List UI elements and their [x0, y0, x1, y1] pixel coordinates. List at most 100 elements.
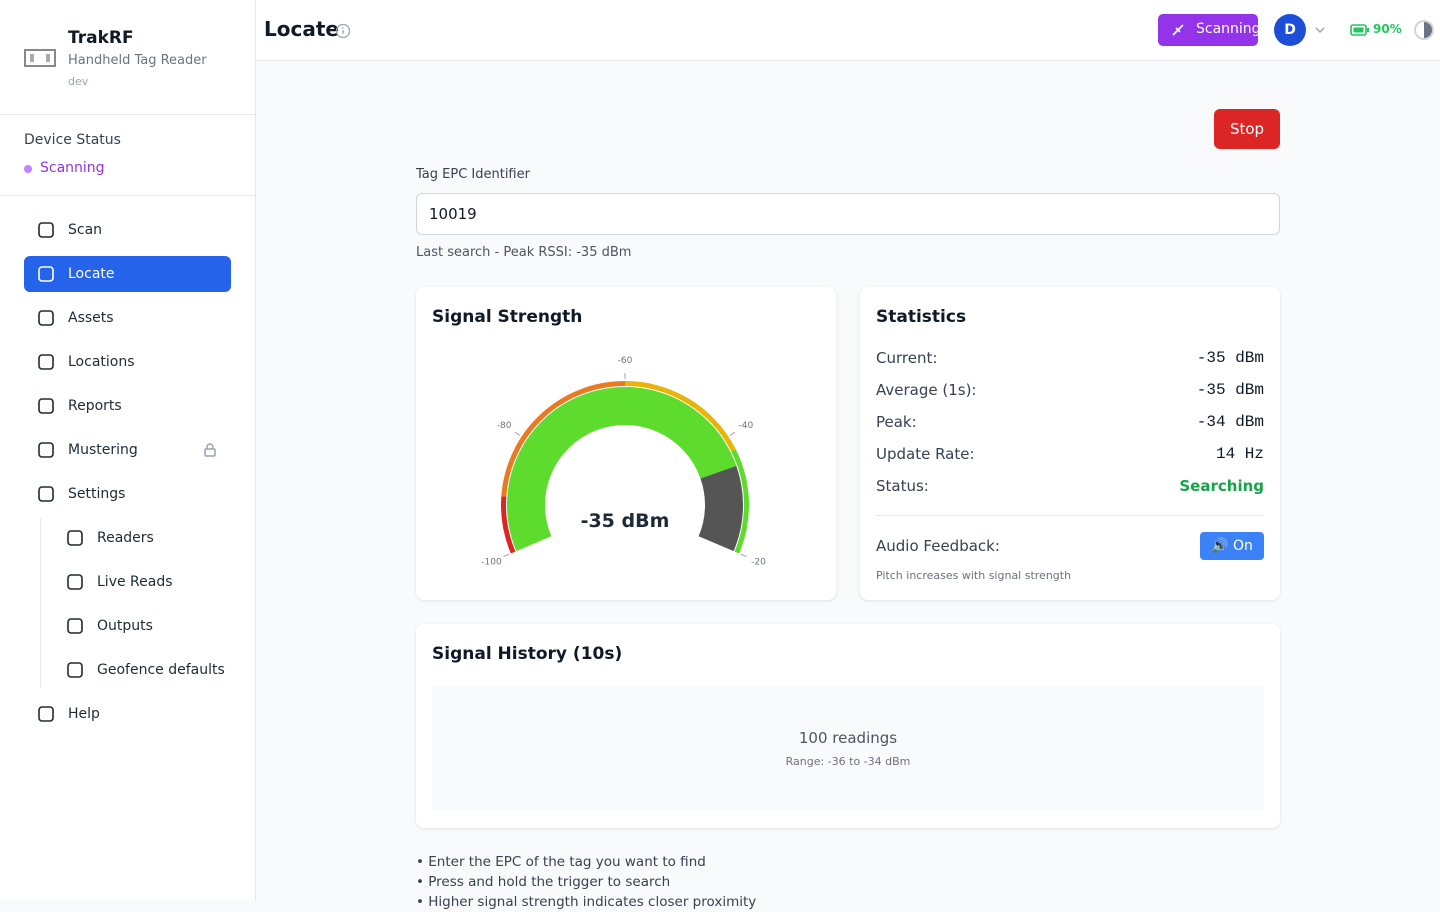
battery-icon: [1350, 24, 1369, 36]
nav-item[interactable]: Locations: [24, 344, 231, 380]
nav-item[interactable]: Assets: [24, 300, 231, 336]
stat-value: -35 dBm: [1196, 381, 1264, 399]
gauge-value-label: -35 dBm: [581, 510, 670, 532]
gauge-tick: [729, 431, 736, 436]
gauge-zone: [625, 381, 736, 452]
gauge-zone: [501, 381, 625, 497]
history-card: Signal History (10s) 100 readings Range:…: [416, 624, 1280, 828]
scanning-text: Scanning: [1196, 21, 1261, 37]
gauge-zone: [501, 496, 516, 554]
stat-value: Searching: [1179, 477, 1264, 495]
subnav-item[interactable]: Outputs: [53, 608, 231, 644]
theme-toggle[interactable]: [1414, 20, 1434, 40]
stat-row: Update Rate: 14 Hz: [876, 445, 1264, 463]
divider: [876, 515, 1264, 516]
range: Range: -36 to -34 dBm: [785, 755, 911, 768]
gauge-rest-arc: [698, 465, 743, 552]
gauge-zone: [731, 449, 749, 554]
epc-input[interactable]: 10019: [416, 193, 1280, 235]
stat-label: Status:: [876, 477, 929, 495]
stat-value: 14 Hz: [1215, 445, 1264, 463]
epc-label: Tag EPC Identifier: [416, 167, 530, 182]
chevron[interactable]: [1314, 24, 1326, 36]
gauge-tick-label: -40: [739, 421, 754, 431]
battery: 90%: [1373, 22, 1402, 36]
audio-button[interactable]: 🔊 On: [1200, 532, 1264, 560]
history-title: Signal History (10s): [432, 644, 623, 664]
gauge-title: Signal Strength: [432, 307, 583, 327]
nav-label: Mustering: [68, 442, 138, 458]
stop-button[interactable]: Stop: [1214, 109, 1280, 149]
epc-hint: Last search - Peak RSSI: -35 dBm: [416, 245, 632, 260]
stats-title: Statistics: [876, 307, 967, 327]
gauge: -100 -80 -60 -40 -20 -35 dBm: [481, 356, 766, 568]
audio-label: Audio Feedback:: [876, 537, 1000, 555]
nav-label: Help: [68, 706, 100, 722]
info-icon: [335, 23, 351, 39]
subnav-label: Readers: [97, 530, 154, 546]
brand: TrakRF: [68, 28, 134, 48]
stat-row: Current: -35 dBm: [876, 349, 1264, 367]
header: Locate Scanning D 90%: [256, 0, 1440, 61]
nav-item[interactable]: Scan: [24, 212, 231, 248]
nav-item[interactable]: Settings: [24, 476, 231, 512]
page-title: Locate: [264, 17, 339, 41]
instruction: • Press and hold the trigger to search: [416, 874, 671, 890]
gauge-tick-label: -100: [481, 558, 502, 568]
subnav-item[interactable]: Live Reads: [53, 564, 231, 600]
nav-item[interactable]: Help: [24, 696, 231, 732]
nav-label: Locations: [68, 354, 135, 370]
gauge-tick-label: -60: [618, 356, 633, 366]
gauge-tick-label: -80: [497, 421, 512, 431]
gauge-tick: [740, 553, 747, 558]
subnav-label: Live Reads: [97, 574, 173, 590]
instruction: • Enter the EPC of the tag you want to f…: [416, 854, 706, 870]
status: Scanning: [40, 160, 105, 176]
nav-item[interactable]: Reports: [24, 388, 231, 424]
instructions: • Enter the EPC of the tag you want to f…: [416, 852, 756, 912]
gauge-tick: [503, 553, 510, 558]
stat-label: Update Rate:: [876, 445, 975, 463]
logo: [24, 49, 56, 67]
audio-hint: Pitch increases with signal strength: [876, 569, 1072, 582]
stats-card: Statistics Current: -35 dBm Average (1s): -…: [860, 287, 1280, 600]
subnav-item[interactable]: Readers: [53, 520, 231, 556]
env: dev: [68, 75, 89, 88]
nav-label: Scan: [68, 222, 103, 238]
instruction: • Higher signal strength indicates close…: [416, 894, 757, 910]
nav-item[interactable]: Mustering: [24, 432, 231, 468]
nav-label: Reports: [68, 398, 122, 414]
sidebar: TrakRF Handheld Tag Reader dev Device St…: [0, 0, 256, 900]
gauge-tick: [514, 431, 521, 436]
gauge-tick-label: -20: [751, 558, 766, 568]
stat-row: Peak: -34 dBm: [876, 413, 1264, 431]
subnav-label: Outputs: [97, 618, 153, 634]
gauge-card: Signal Strength -100 -80 -60 -40 -20 -35 dBm: [416, 287, 836, 600]
stat-label: Peak:: [876, 413, 917, 431]
gauge-value-arc: [506, 386, 737, 552]
brand-subtitle: Handheld Tag Reader: [68, 53, 207, 68]
divider: [0, 195, 255, 196]
subnav-label: Geofence defaults: [97, 662, 225, 678]
nav-label: Locate: [68, 266, 115, 282]
stat-label: Current:: [876, 349, 938, 367]
subnav-line: [40, 518, 41, 688]
history-chart: 100 readings Range: -36 to -34 dBm: [432, 685, 1264, 811]
stat-row: Status: Searching: [876, 477, 1264, 495]
avatar[interactable]: D: [1274, 14, 1306, 46]
nav-label: Settings: [68, 486, 126, 502]
readings: 100 readings: [798, 729, 898, 747]
status-label: Device Status: [24, 132, 121, 148]
lock-icon: [204, 443, 216, 457]
stat-value: -35 dBm: [1196, 349, 1264, 367]
stat-label: Average (1s):: [876, 381, 977, 399]
nav-item[interactable]: Locate: [24, 256, 231, 292]
scanning-button[interactable]: Scanning: [1158, 14, 1261, 46]
status-dot: [24, 165, 32, 173]
stat-value: -34 dBm: [1196, 413, 1264, 431]
subnav-item[interactable]: Geofence defaults: [53, 652, 231, 688]
nav-label: Assets: [68, 310, 114, 326]
stat-row: Average (1s): -35 dBm: [876, 381, 1264, 399]
divider: [0, 114, 255, 115]
